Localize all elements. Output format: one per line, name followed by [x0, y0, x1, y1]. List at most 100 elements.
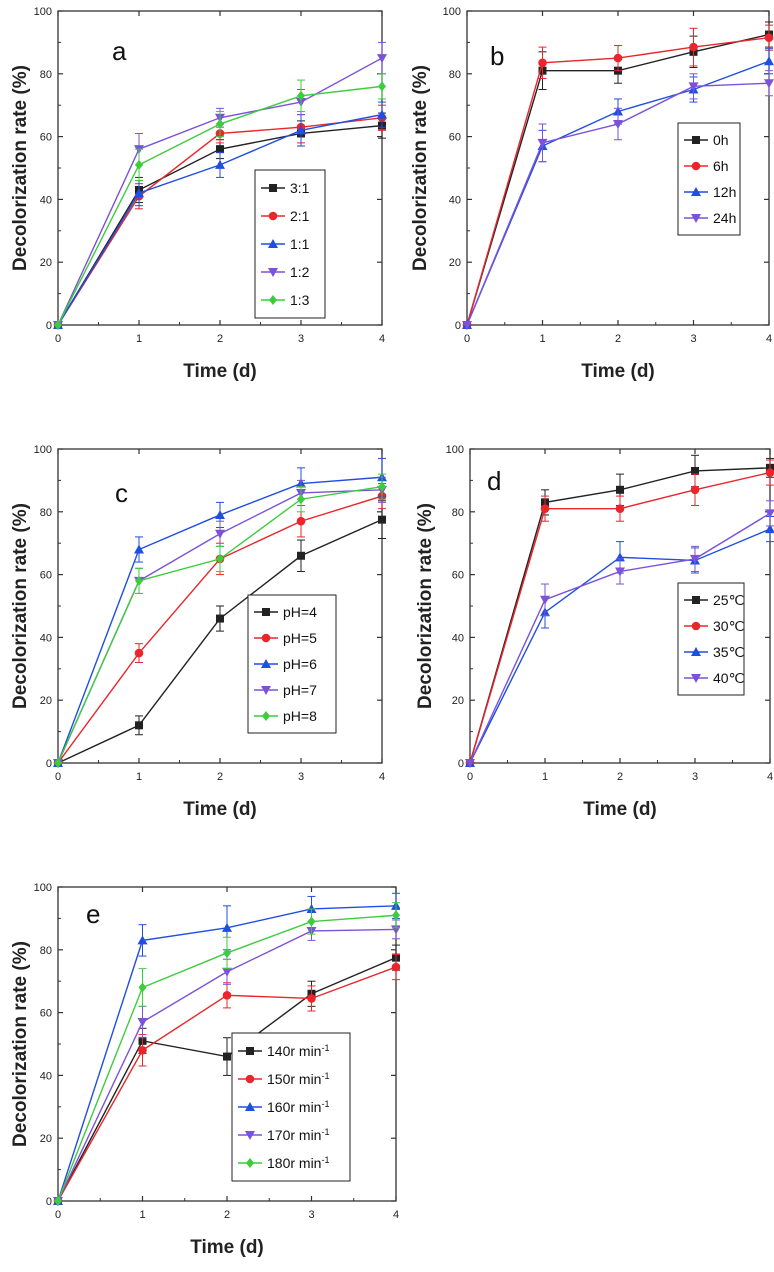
- legend-swatch-marker: [268, 239, 278, 248]
- x-tick-label: 2: [217, 333, 223, 345]
- data-point: [764, 56, 774, 66]
- data-point: [215, 529, 225, 539]
- legend-swatch-marker: [691, 647, 701, 656]
- chart-panel-c: 0 20 40 60 80 100 0 1 2 3 4 Time (d) Decolorization …: [0, 435, 387, 855]
- chart-panel-d: 0 20 40 60 80 100 0 1 2 3 4 Time (d) Decolorization …: [405, 435, 774, 855]
- data-point: [297, 494, 305, 505]
- panel-label: d: [487, 466, 501, 496]
- legend-entry: pH=6: [283, 656, 317, 672]
- chart-svg-c: 0 20 40 60 80 100 0 1 2 3 4 Time (d) Decolorization …: [10, 444, 387, 820]
- legend-swatch-marker: [261, 633, 271, 643]
- x-axis-title: Time (d): [581, 361, 655, 382]
- legend-swatch-marker: [692, 136, 700, 144]
- data-point: [134, 188, 144, 198]
- data-point: [540, 595, 550, 605]
- y-tick-label: 20: [449, 257, 461, 269]
- data-point: [378, 515, 386, 524]
- legend-entry: 25℃: [713, 592, 744, 608]
- legend-swatch-marker: [245, 1074, 255, 1084]
- data-point: [134, 648, 144, 658]
- data-point: [296, 125, 306, 135]
- y-tick-label: 80: [452, 507, 464, 519]
- legend-entry: pH=8: [283, 708, 317, 724]
- legend-entry: 35℃: [713, 644, 744, 660]
- x-tick-label: 0: [55, 333, 61, 345]
- data-point: [615, 504, 625, 513]
- legend-superscript: -1: [321, 1071, 329, 1081]
- legend-entry: 1:2: [290, 264, 310, 280]
- legend-entry: 1:3: [290, 292, 310, 308]
- data-point: [307, 994, 316, 1003]
- y-tick-label: 100: [34, 6, 52, 18]
- data-point: [223, 1052, 231, 1061]
- chart-svg-d: 0 20 40 60 80 100 0 1 2 3 4 Time (d) Decolorization …: [415, 444, 774, 820]
- legend-swatch-marker: [691, 214, 701, 223]
- y-tick-label: 100: [446, 444, 464, 456]
- y-tick-label: 80: [449, 69, 461, 81]
- legend-superscript: -1: [321, 1099, 329, 1109]
- data-point: [216, 614, 224, 623]
- legend-swatch-marker: [691, 161, 701, 171]
- y-tick-label: 20: [40, 1133, 52, 1145]
- legend-entry: 6h: [713, 158, 729, 174]
- x-tick-label: 0: [464, 333, 470, 345]
- data-point: [615, 567, 625, 577]
- data-point: [689, 42, 698, 52]
- data-point: [137, 1018, 148, 1028]
- data-point: [765, 468, 774, 477]
- y-tick-label: 0: [46, 320, 52, 332]
- legend-entry: pH=4: [283, 604, 317, 620]
- data-point: [135, 721, 143, 730]
- chart-svg-b: 0 20 40 60 80 100 0 1 2 3 4 Time (d) Decolorization …: [410, 6, 774, 382]
- legend-swatch-marker: [261, 686, 271, 695]
- series-4: [54, 73, 386, 330]
- legend-entry: 1:1: [290, 236, 310, 252]
- chart-panel-a: 0 20 40 60 80 100 0 1 2 3 4 Time (d) Decolorization …: [0, 0, 387, 420]
- y-tick-label: 60: [452, 570, 464, 582]
- legend-swatch-marker: [246, 1047, 254, 1055]
- legend-swatch-marker: [262, 608, 270, 616]
- legend-entry: 180r min-1: [267, 1155, 329, 1171]
- chart-svg-a: 0 20 40 60 80 100 0 1 2 3 4 Time (d) Decolorization …: [10, 6, 387, 382]
- series-4: [54, 473, 386, 768]
- x-tick-label: 4: [393, 1209, 399, 1221]
- legend-swatch-marker: [269, 295, 277, 305]
- legend-swatch-marker: [246, 1158, 254, 1168]
- x-axis-title: Time (d): [190, 1237, 264, 1258]
- panel-label: e: [86, 899, 100, 929]
- data-point: [690, 485, 700, 495]
- series-0: [54, 112, 386, 329]
- y-tick-label: 0: [46, 758, 52, 770]
- legend-entry: 160r min-1: [267, 1099, 329, 1115]
- y-axis-title: Decolorization rate (%): [10, 941, 31, 1147]
- legend-entry: 150r min-1: [267, 1071, 329, 1087]
- data-point: [216, 119, 224, 130]
- data-point: [540, 504, 550, 513]
- x-tick-label: 0: [55, 771, 61, 783]
- legend-entry: 40℃: [713, 670, 744, 686]
- y-tick-label: 100: [34, 444, 52, 456]
- data-point: [613, 53, 623, 63]
- y-tick-label: 80: [40, 507, 52, 519]
- data-point: [296, 516, 306, 526]
- y-tick-label: 100: [34, 882, 52, 894]
- data-point: [616, 485, 624, 494]
- series-3: [465, 500, 774, 768]
- legend-swatch-marker: [262, 711, 270, 721]
- data-point: [691, 466, 699, 475]
- data-point: [137, 935, 148, 945]
- x-tick-label: 1: [539, 333, 545, 345]
- data-point: [307, 916, 316, 927]
- x-tick-label: 2: [617, 771, 623, 783]
- chart-panel-b: 0 20 40 60 80 100 0 1 2 3 4 Time (d) Decolorization …: [400, 0, 774, 420]
- x-axis-title: Time (d): [583, 799, 657, 820]
- legend-box: [677, 582, 745, 696]
- x-tick-label: 1: [136, 771, 142, 783]
- legend-swatch-marker: [261, 659, 271, 668]
- x-tick-label: 3: [692, 771, 698, 783]
- x-axis-title: Time (d): [183, 361, 257, 382]
- x-tick-label: 3: [690, 333, 696, 345]
- data-point: [216, 145, 224, 154]
- y-tick-label: 0: [46, 1196, 52, 1208]
- x-tick-label: 1: [542, 771, 548, 783]
